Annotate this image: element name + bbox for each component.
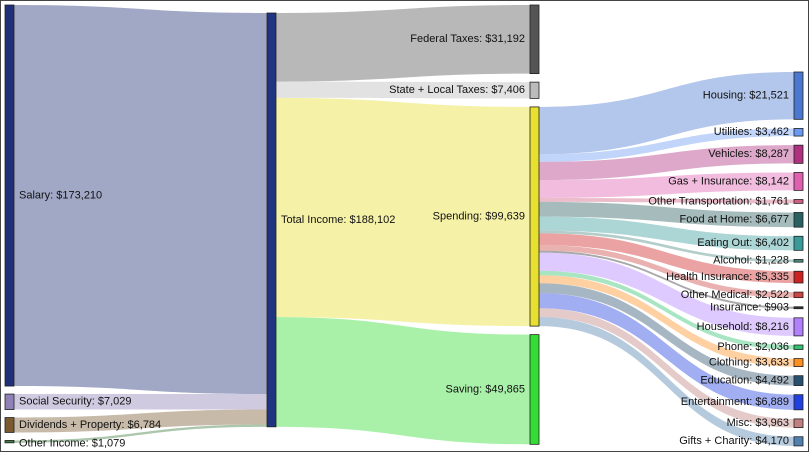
nodes: Salary: $173,210 Social Security: $7,029 D… — [4, 4, 804, 450]
node — [793, 144, 804, 164]
link — [14, 394, 267, 410]
node — [793, 128, 804, 137]
node-label: Food at Home: $6,677 — [680, 214, 789, 226]
link — [539, 72, 794, 155]
node-label: Federal Taxes: $31,192 — [410, 33, 525, 45]
link — [276, 81, 530, 99]
node-label: Spending: $99,639 — [433, 210, 525, 222]
link — [539, 201, 794, 228]
node-label: Other Transportation: $1,761 — [648, 195, 789, 207]
node — [793, 259, 804, 263]
link — [14, 409, 267, 433]
node-label: Entertainment: $6,889 — [681, 396, 789, 408]
node-label: Education: $4,492 — [700, 375, 789, 387]
link — [276, 97, 530, 327]
link — [539, 233, 794, 283]
link — [539, 145, 794, 181]
node-label: Salary: $173,210 — [19, 189, 102, 201]
node-label: Social Security: $7,029 — [19, 396, 132, 408]
link — [539, 308, 794, 428]
node-label: Alcohol: $1,228 — [713, 255, 789, 267]
link — [539, 216, 794, 251]
node-label: Gas + Insurance: $8,142 — [668, 175, 789, 187]
node-label: Utilities: $3,462 — [714, 126, 789, 138]
node — [793, 436, 804, 447]
node — [266, 12, 277, 428]
link — [539, 270, 794, 350]
node-label: Saving: $49,865 — [445, 383, 525, 395]
node — [529, 106, 540, 327]
node — [4, 393, 15, 410]
link — [276, 317, 530, 445]
node — [793, 418, 804, 429]
node — [793, 172, 804, 191]
link — [14, 5, 267, 395]
node-label: Clothing: $3,633 — [709, 356, 789, 368]
link — [539, 293, 794, 410]
node-label: Eating Out: $6,402 — [697, 237, 789, 249]
node-label: Health Insurance: $5,335 — [666, 271, 789, 283]
link — [276, 5, 530, 82]
node — [793, 291, 804, 299]
link — [539, 250, 794, 309]
node-label: Other Medical: $2,522 — [681, 289, 789, 301]
link — [539, 230, 794, 263]
node — [529, 334, 540, 445]
node — [793, 235, 804, 251]
node — [793, 358, 804, 367]
node — [793, 394, 804, 411]
node-label: Housing: $21,521 — [703, 90, 789, 102]
node-label: Gifts + Charity: $4,170 — [679, 435, 789, 447]
node-label: Other Income: $1,079 — [19, 438, 125, 450]
link — [539, 198, 794, 204]
node — [793, 344, 804, 350]
link — [539, 283, 794, 386]
node-label: Household: $8,216 — [697, 321, 789, 333]
link — [539, 316, 794, 446]
node-label: Vehicles: $8,287 — [708, 148, 789, 160]
node — [793, 212, 804, 228]
links — [14, 5, 794, 446]
node — [793, 71, 804, 120]
node-label: Insurance: $903 — [710, 302, 789, 314]
link — [539, 245, 794, 298]
link — [14, 424, 267, 443]
node — [529, 4, 540, 75]
node-label: Total Income: $188,102 — [281, 214, 395, 226]
node — [793, 375, 804, 386]
node-label: State + Local Taxes: $7,406 — [389, 84, 525, 96]
node-label: Phone: $2,036 — [717, 341, 789, 353]
node — [793, 306, 804, 310]
node-label: Misc: $3,963 — [727, 417, 789, 429]
link — [539, 128, 794, 162]
node — [793, 317, 804, 337]
node-label: Dividends + Property: $6,784 — [19, 419, 161, 431]
link — [539, 172, 794, 199]
node — [529, 81, 540, 99]
node — [793, 199, 804, 204]
node — [4, 4, 15, 387]
node — [793, 270, 804, 284]
link — [539, 252, 794, 336]
node — [4, 417, 15, 433]
link — [539, 275, 794, 367]
node — [4, 440, 15, 444]
